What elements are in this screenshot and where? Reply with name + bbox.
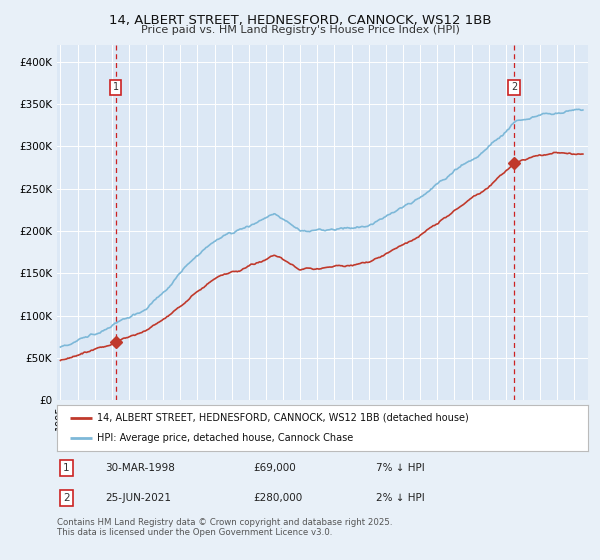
Text: Contains HM Land Registry data © Crown copyright and database right 2025.
This d: Contains HM Land Registry data © Crown c…	[57, 518, 392, 538]
Text: 2: 2	[511, 82, 517, 92]
Text: 2% ↓ HPI: 2% ↓ HPI	[376, 493, 424, 503]
Text: 1: 1	[113, 82, 119, 92]
Text: 30-MAR-1998: 30-MAR-1998	[105, 463, 175, 473]
Text: 14, ALBERT STREET, HEDNESFORD, CANNOCK, WS12 1BB: 14, ALBERT STREET, HEDNESFORD, CANNOCK, …	[109, 14, 491, 27]
Text: 1: 1	[63, 463, 70, 473]
Text: £280,000: £280,000	[253, 493, 303, 503]
Text: HPI: Average price, detached house, Cannock Chase: HPI: Average price, detached house, Cann…	[97, 433, 353, 443]
Text: 14, ALBERT STREET, HEDNESFORD, CANNOCK, WS12 1BB (detached house): 14, ALBERT STREET, HEDNESFORD, CANNOCK, …	[97, 413, 469, 423]
Text: 7% ↓ HPI: 7% ↓ HPI	[376, 463, 424, 473]
Text: £69,000: £69,000	[253, 463, 296, 473]
Text: 25-JUN-2021: 25-JUN-2021	[105, 493, 171, 503]
Text: Price paid vs. HM Land Registry's House Price Index (HPI): Price paid vs. HM Land Registry's House …	[140, 25, 460, 35]
Text: 2: 2	[63, 493, 70, 503]
